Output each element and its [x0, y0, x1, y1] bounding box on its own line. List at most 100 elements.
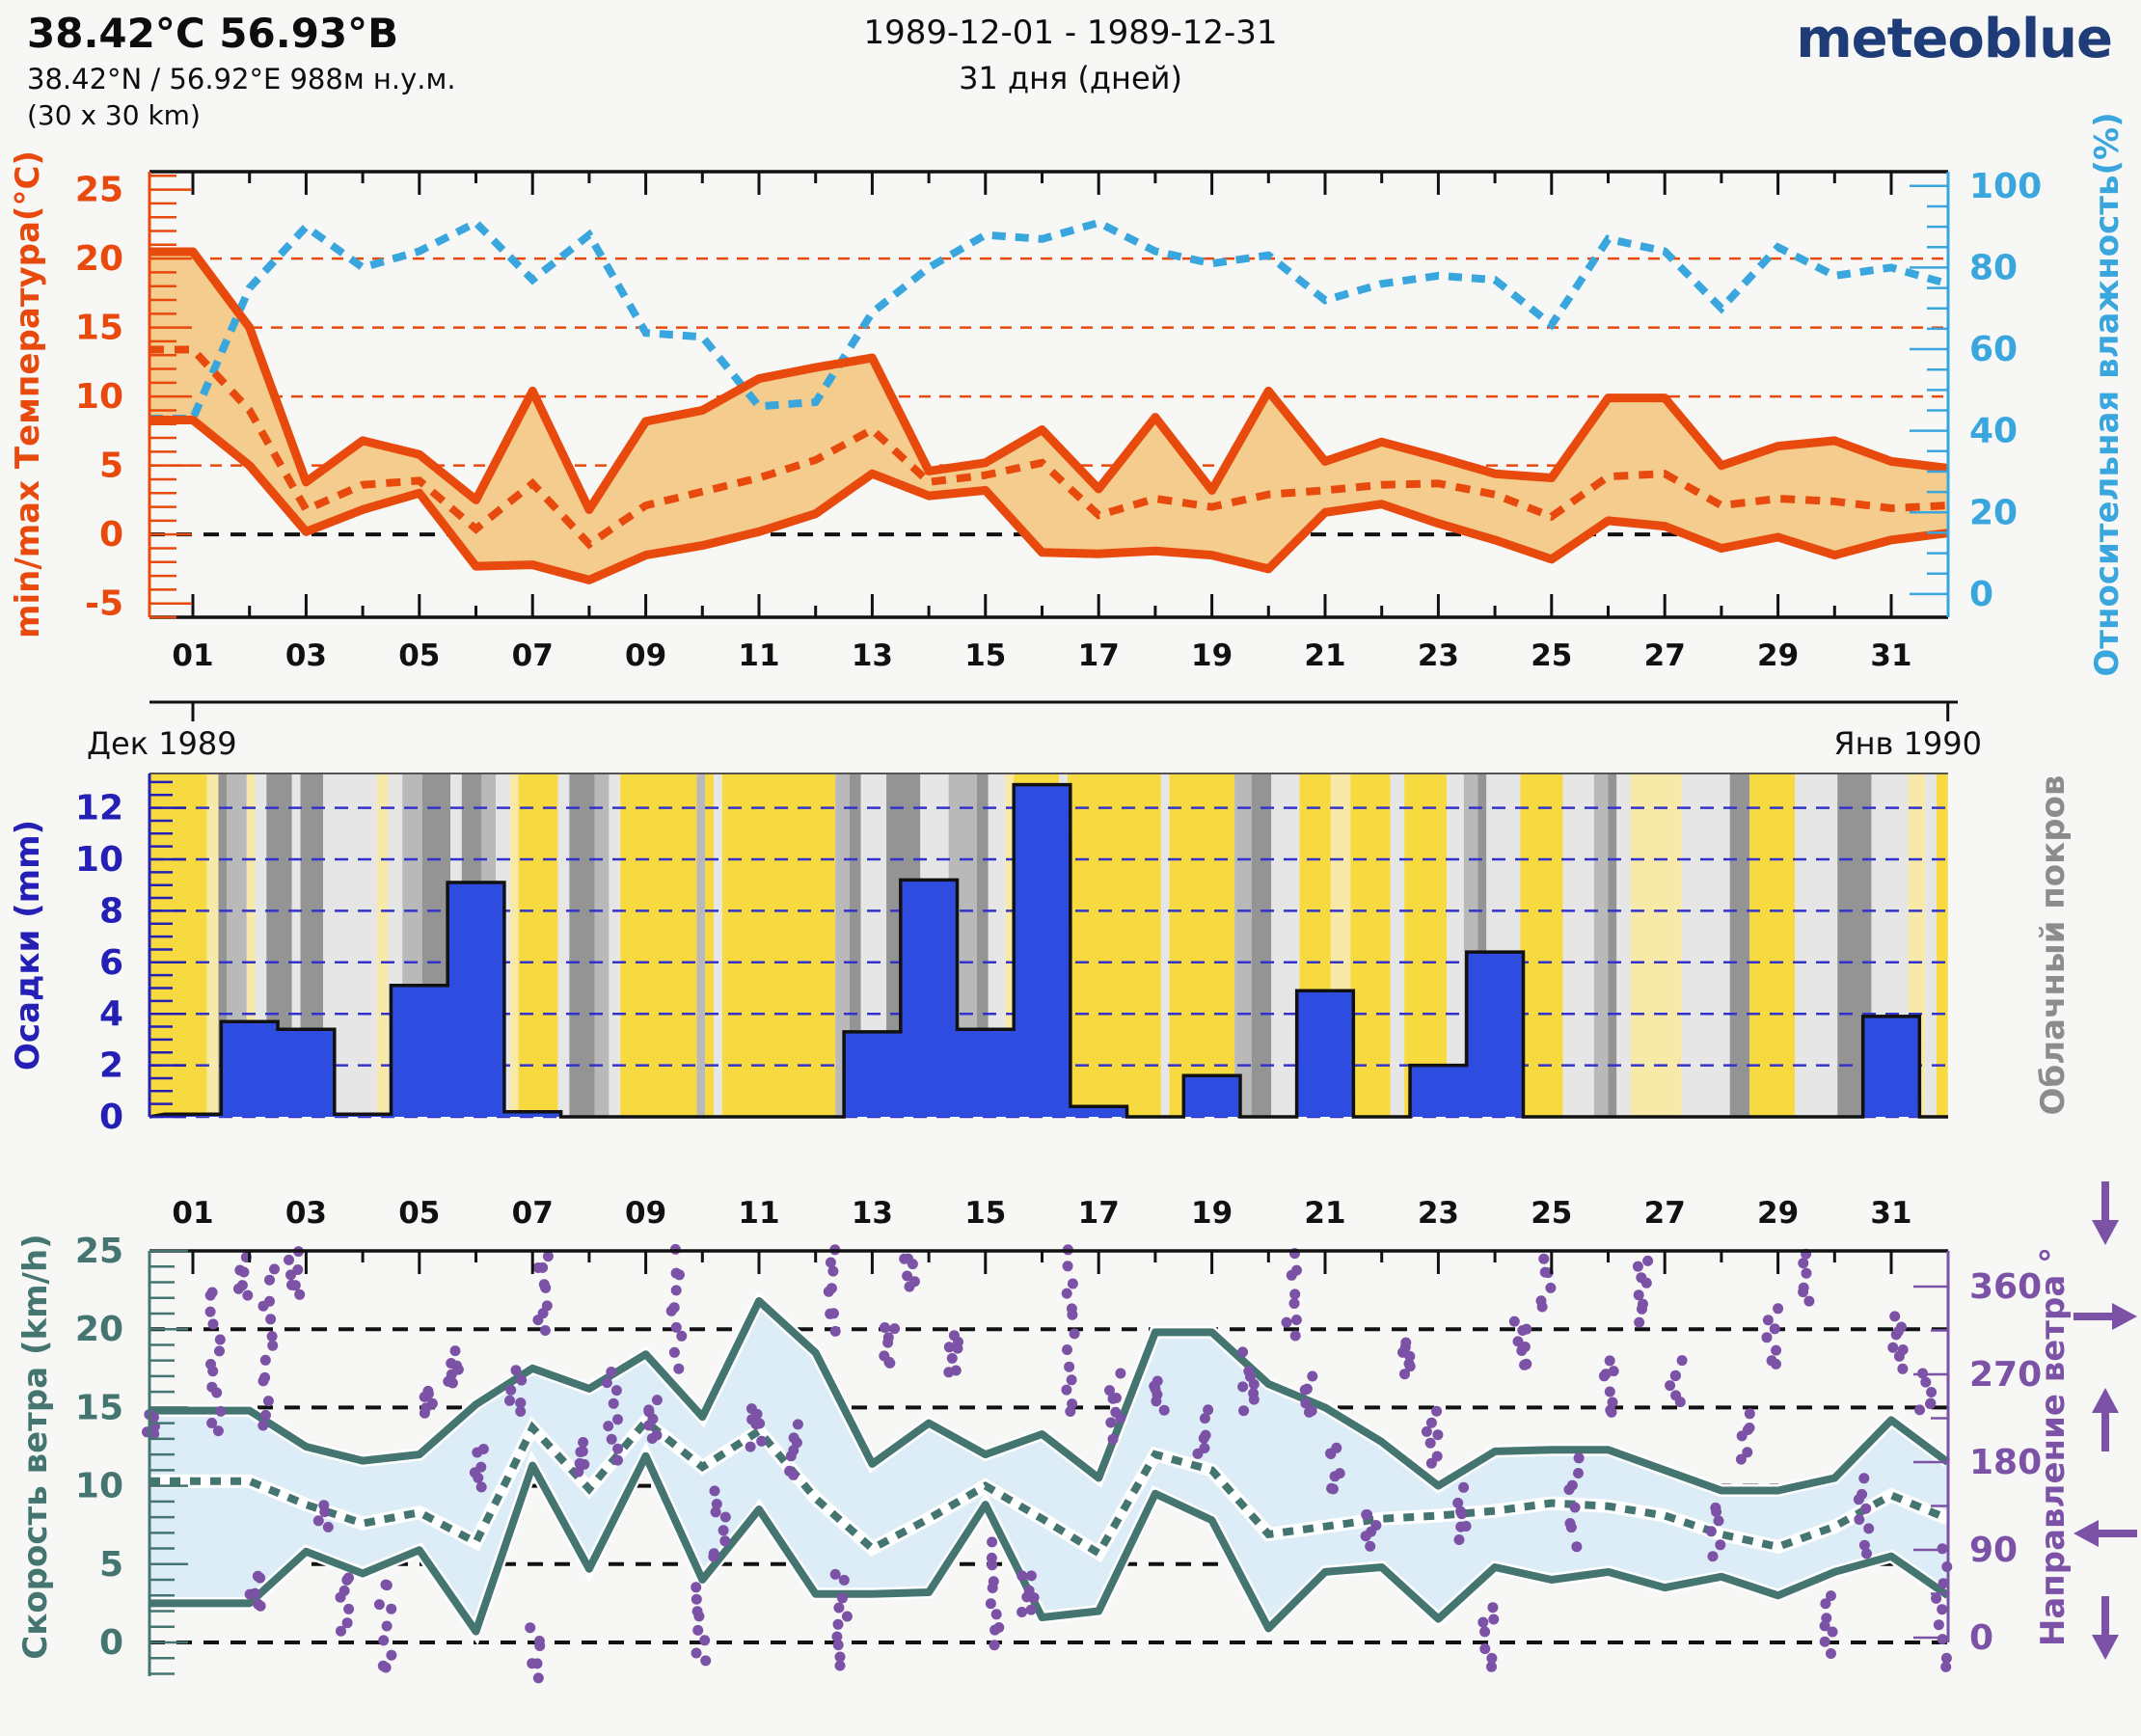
direction-dot: [1761, 1332, 1773, 1343]
direction-dot: [1237, 1346, 1249, 1358]
cloud-stripe: [246, 773, 256, 1117]
cloud-stripe: [620, 773, 697, 1117]
x-tick-label: 05: [398, 638, 440, 673]
direction-dot: [1521, 1358, 1532, 1370]
meteoblue-logo: meteoblue: [1796, 8, 2113, 70]
direction-dot: [1670, 1390, 1682, 1401]
direction-dot: [699, 1635, 711, 1646]
direction-dot: [745, 1441, 756, 1452]
direction-dot: [373, 1599, 385, 1611]
x-tick-label: 15: [964, 638, 1006, 673]
direction-dot: [1897, 1344, 1909, 1355]
direction-dot: [1897, 1363, 1909, 1374]
direction-dot: [1327, 1483, 1339, 1495]
direction-dot: [573, 1466, 584, 1478]
precip-left-axis: 0 2 4 6 8 10 12 Осадки (mm) Облачный покров: [9, 773, 2073, 1137]
direction-dot: [831, 1631, 843, 1642]
direction-dot: [1564, 1518, 1576, 1529]
direction-dot: [1819, 1636, 1830, 1647]
direction-dot: [1896, 1321, 1907, 1333]
direction-dot: [670, 1321, 682, 1333]
direction-dot: [1573, 1452, 1585, 1464]
x-tick-label: 31: [1870, 1196, 1911, 1231]
direction-dot: [1773, 1303, 1784, 1315]
direction-dot: [1566, 1479, 1578, 1491]
direction-dot: [1288, 1298, 1300, 1309]
direction-dot: [541, 1300, 553, 1312]
direction-dot: [879, 1322, 890, 1333]
temperature-frame: [149, 170, 1948, 619]
direction-dot: [827, 1308, 839, 1319]
direction-dot: [1940, 1652, 1952, 1664]
x-tick-label: 19: [1191, 638, 1233, 673]
wind-tick-label: 25: [75, 1232, 123, 1271]
direction-dot: [827, 1265, 839, 1277]
direction-dot: [1237, 1381, 1249, 1393]
direction-dot: [1715, 1539, 1726, 1551]
direction-dot: [1400, 1337, 1412, 1348]
direction-dot: [542, 1251, 554, 1262]
direction-dot: [1479, 1626, 1491, 1638]
direction-dot: [1458, 1481, 1470, 1493]
direction-dot: [879, 1350, 890, 1362]
direction-dot: [1479, 1643, 1491, 1655]
direction-dot: [990, 1609, 1002, 1620]
direction-dot: [882, 1332, 894, 1343]
direction-dot: [1105, 1417, 1117, 1428]
direction-dot: [269, 1263, 280, 1275]
wind-tick-label: 15: [75, 1388, 123, 1427]
direction-dot: [829, 1568, 841, 1580]
wind-left-axis: 0 5 10 15 20 25 Скорость ветра (km/h): [16, 1232, 188, 1676]
cloud-stripe: [1681, 773, 1730, 1117]
direction-dot: [908, 1276, 920, 1288]
direction-dot: [1486, 1652, 1498, 1664]
x-tick-label: 27: [1644, 1196, 1686, 1231]
cloud-stripe: [291, 773, 301, 1117]
x-tick-label: 09: [625, 1196, 666, 1231]
direction-dot: [987, 1536, 998, 1548]
direction-dot: [1069, 1328, 1080, 1340]
wind-axis-title: Скорость ветра (km/h): [16, 1234, 55, 1659]
wind-tick-label: 0: [99, 1623, 123, 1663]
direction-dot: [252, 1570, 263, 1582]
cloud-stripe: [849, 773, 861, 1117]
direction-dot: [1304, 1406, 1314, 1418]
x-tick-label: 25: [1531, 1196, 1572, 1231]
cloud-stripe: [1795, 773, 1838, 1117]
direction-dot: [1431, 1405, 1443, 1417]
wind-chart: 01 03 05 07 09 11 13 15 17 19 21 23 25 27 29 31: [149, 1196, 1952, 1645]
direction-dot: [1573, 1468, 1584, 1478]
direction-dot: [312, 1515, 324, 1527]
direction-dot: [532, 1262, 544, 1273]
direction-axis-title: Направление ветра °: [2034, 1247, 2073, 1646]
cloud-stripe: [976, 773, 989, 1117]
direction-dot: [1107, 1433, 1119, 1445]
direction-dot: [204, 1306, 216, 1317]
direction-dot: [612, 1454, 623, 1466]
direction-dot: [899, 1253, 910, 1264]
direction-dot: [1158, 1404, 1170, 1416]
temp-tick-label: 20: [75, 239, 123, 279]
direction-dot: [386, 1603, 397, 1614]
direction-dot: [339, 1585, 350, 1596]
direction-dot: [1066, 1374, 1077, 1386]
direction-dot: [1023, 1585, 1035, 1596]
temp-tick-label: 0: [99, 515, 123, 555]
wind-max-line: [149, 1297, 1951, 1495]
cloud-stripe: [518, 773, 558, 1117]
wind-mean-line: [149, 1416, 1950, 1559]
direction-dot: [756, 1435, 768, 1447]
direction-dot: [1243, 1366, 1255, 1377]
direction-dot: [668, 1346, 680, 1358]
direction-dot: [986, 1552, 997, 1563]
direction-dot: [386, 1649, 397, 1661]
direction-dot: [719, 1511, 731, 1523]
direction-dot: [1827, 1626, 1838, 1638]
humidity-tick-label: 80: [1969, 248, 2018, 287]
direction-dot: [525, 1622, 536, 1634]
direction-dot: [1938, 1578, 1949, 1589]
precip-tick-label: 8: [99, 891, 123, 931]
